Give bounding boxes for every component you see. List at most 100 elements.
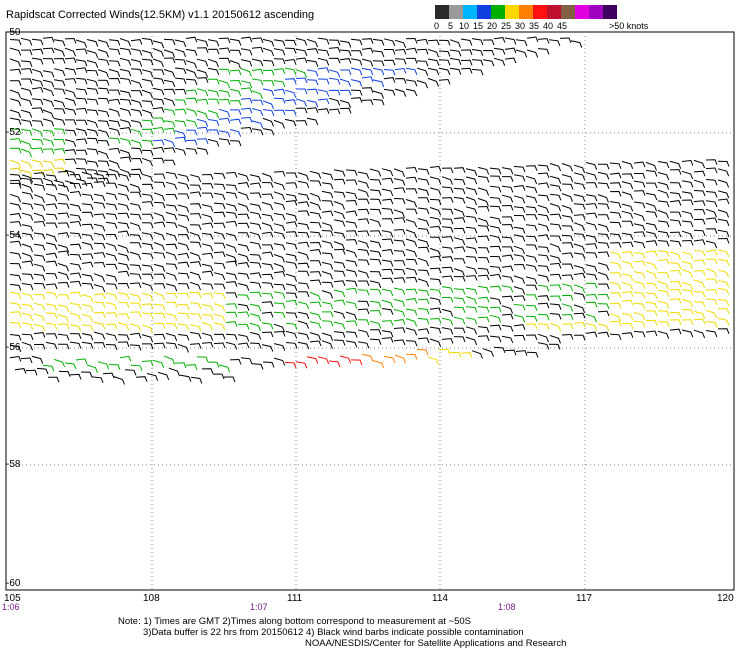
wind-barb	[119, 127, 132, 133]
wind-barb	[31, 38, 44, 46]
wind-barb	[249, 241, 262, 250]
wind-barb	[141, 282, 154, 291]
wind-barb	[310, 260, 322, 266]
wind-barb	[119, 137, 132, 146]
wind-barb	[504, 349, 517, 356]
wind-barb	[157, 371, 170, 380]
wind-barb	[537, 182, 550, 189]
wind-barb	[86, 160, 99, 168]
wind-barb	[705, 191, 718, 198]
wind-barb	[97, 177, 110, 184]
wind-barb	[152, 359, 165, 368]
legend-swatch	[533, 5, 547, 19]
wind-barb	[141, 292, 154, 301]
legend-swatch	[589, 5, 603, 19]
wind-barb	[645, 330, 658, 337]
wind-barb	[489, 167, 502, 175]
wind-barb	[129, 344, 142, 351]
wind-barb	[163, 147, 176, 153]
wind-barb	[609, 233, 622, 240]
wind-barb	[251, 78, 264, 86]
wind-barb	[117, 173, 130, 182]
wind-barb	[218, 57, 231, 64]
wind-barb	[369, 230, 382, 236]
wind-barb	[537, 284, 550, 292]
wind-barb	[237, 191, 249, 201]
wind-barb	[21, 341, 33, 351]
wind-barb	[609, 320, 622, 327]
wind-barb	[372, 79, 385, 88]
wind-barb	[117, 244, 129, 254]
wind-barb	[69, 182, 82, 189]
wind-barb	[165, 272, 178, 281]
wind-barb	[93, 311, 106, 318]
wind-barb	[240, 80, 253, 89]
wind-barb	[621, 191, 634, 200]
wind-barb	[381, 299, 394, 308]
wind-barb	[383, 355, 396, 364]
wind-barb	[249, 331, 262, 340]
wind-barb	[633, 231, 646, 238]
wind-barb	[207, 110, 220, 119]
wind-barb	[429, 288, 442, 296]
wind-barb	[372, 50, 385, 58]
wind-barb	[369, 271, 382, 277]
wind-barb	[405, 353, 418, 360]
wind-barb	[119, 107, 132, 116]
wind-barb	[537, 194, 550, 202]
wind-barb	[681, 329, 694, 338]
wind-barb	[297, 222, 310, 230]
wind-barb	[262, 109, 275, 116]
wind-barb	[185, 48, 198, 56]
wind-barb	[201, 243, 214, 252]
wind-barb	[75, 158, 88, 165]
wind-barb	[33, 194, 45, 203]
wind-barb	[163, 88, 176, 95]
wind-barb	[357, 289, 370, 296]
wind-barb	[273, 254, 285, 263]
wind-barb	[229, 129, 242, 137]
wind-barb	[465, 215, 478, 223]
wind-barb	[249, 342, 262, 349]
legend-tick-label: 40	[543, 21, 554, 31]
wind-barb	[9, 221, 22, 227]
wind-barb	[207, 98, 220, 105]
wind-barb	[225, 184, 238, 191]
wind-barb	[21, 252, 33, 262]
wind-barb	[477, 316, 490, 323]
wind-barb	[86, 109, 99, 116]
wind-barb	[669, 289, 682, 295]
wind-barb	[9, 117, 22, 125]
wind-barb	[345, 230, 358, 236]
wind-barb	[669, 160, 682, 169]
wind-barb	[9, 68, 22, 75]
wind-barb	[321, 230, 334, 237]
wind-barb	[273, 330, 286, 337]
wind-barb	[405, 238, 418, 247]
wind-barb	[405, 37, 418, 44]
wind-barb	[237, 303, 250, 311]
wind-barb	[460, 38, 473, 46]
wind-barb	[585, 301, 598, 308]
wind-barb	[189, 241, 202, 248]
wind-barb	[585, 331, 598, 338]
wind-barb	[189, 174, 202, 183]
wind-barb	[633, 302, 646, 310]
wind-barb	[309, 180, 322, 187]
wind-barb	[525, 206, 538, 213]
wind-barb	[333, 241, 345, 250]
wind-barb	[609, 281, 622, 290]
wind-barb	[165, 194, 178, 200]
wind-barb	[20, 60, 33, 67]
wind-barb	[93, 321, 106, 330]
legend-tick-label: 5	[448, 21, 454, 31]
wind-barb	[393, 327, 406, 333]
wind-barb	[81, 253, 94, 260]
wind-barb	[20, 68, 33, 74]
wind-barb	[21, 260, 34, 267]
wind-barb	[21, 283, 34, 290]
wind-barb	[549, 163, 562, 172]
wind-barb	[285, 193, 298, 201]
wind-barb	[416, 349, 429, 356]
wind-barb	[705, 240, 718, 249]
